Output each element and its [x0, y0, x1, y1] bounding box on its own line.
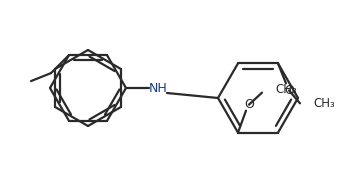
Text: O: O [244, 98, 254, 111]
Text: O: O [284, 84, 294, 97]
Text: NH: NH [149, 82, 167, 95]
Text: CH₃: CH₃ [275, 83, 297, 96]
Text: CH₃: CH₃ [313, 97, 335, 110]
